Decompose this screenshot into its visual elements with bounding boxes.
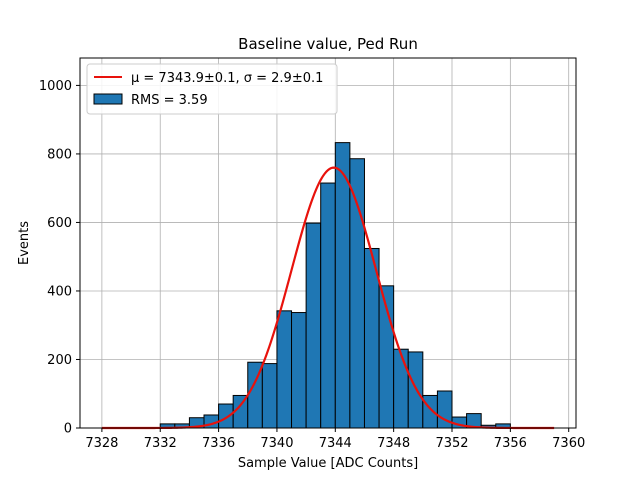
- y-tick-label-1: 200: [47, 353, 72, 368]
- histogram-bar-7350: [422, 394, 438, 429]
- x-axis-title: Sample Value [ADC Counts]: [238, 456, 418, 471]
- x-tick-label-3: 7340: [260, 436, 293, 451]
- histogram-bar-7344: [334, 142, 351, 429]
- chart-title: Baseline value, Ped Run: [238, 35, 418, 53]
- x-tick-label-6: 7352: [435, 436, 468, 451]
- x-tick-label-2: 7336: [202, 436, 235, 451]
- x-tick-label-8: 7360: [552, 436, 585, 451]
- x-axis-ticks: 7328 7332 7336 7340 7344 7348 7352 7356 7360: [85, 428, 585, 451]
- histogram-bar-7339: [261, 363, 278, 429]
- y-axis-title: Events: [17, 221, 32, 265]
- x-tick-label-4: 7344: [319, 436, 352, 451]
- x-tick-label-7: 7356: [494, 436, 527, 451]
- x-tick-label-0: 7328: [85, 436, 118, 451]
- legend-fit-label: μ = 7343.9±0.1, σ = 2.9±0.1: [131, 71, 323, 86]
- legend-hist-label: RMS = 3.59: [131, 93, 208, 108]
- histogram-bar-7340: [276, 310, 293, 429]
- histogram-bar-7348: [393, 348, 409, 429]
- y-tick-label-2: 400: [47, 284, 72, 299]
- x-tick-label-1: 7332: [144, 436, 177, 451]
- histogram-bar-7343: [320, 182, 336, 429]
- x-tick-label-5: 7348: [377, 436, 410, 451]
- y-axis-ticks: 0 200 400 600 800 1000: [39, 79, 80, 437]
- histogram-bar-7345: [349, 158, 365, 429]
- legend-hist-swatch: [93, 93, 123, 105]
- y-tick-label-5: 1000: [39, 79, 72, 94]
- legend-box: [86, 63, 338, 115]
- y-tick-label-4: 800: [47, 147, 72, 162]
- histogram-bar-7349: [407, 351, 424, 429]
- histogram-bar-7341: [291, 312, 307, 429]
- legend: μ = 7343.9±0.1, σ = 2.9±0.1 RMS = 3.59: [86, 63, 338, 115]
- histogram-bar-7342: [305, 222, 322, 429]
- plot-frame: [79, 57, 577, 429]
- y-tick-label-3: 600: [47, 216, 72, 231]
- y-tick-label-0: 0: [64, 422, 72, 437]
- histogram-bar-7336: [218, 403, 234, 429]
- histogram-bars: [159, 142, 511, 429]
